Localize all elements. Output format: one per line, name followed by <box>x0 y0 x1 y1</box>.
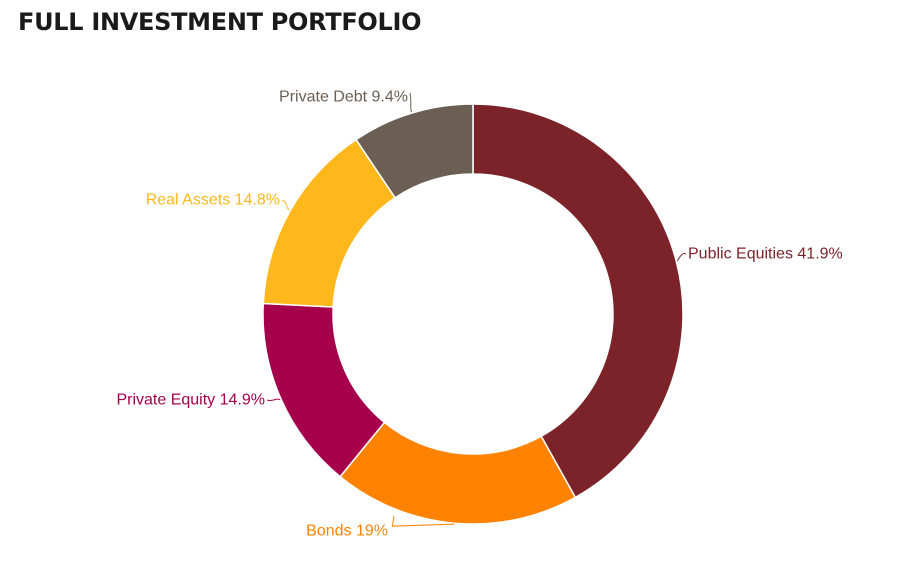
chart-title: FULL INVESTMENT PORTFOLIO <box>18 8 422 36</box>
leader-line-1 <box>676 253 687 262</box>
slice-label-2: Bonds 19% <box>306 523 388 540</box>
slice-label-4: Real Assets 14.8% <box>146 192 280 209</box>
leader-line-5 <box>409 92 413 113</box>
slice-label-1: Public Equities 41.9% <box>688 246 843 263</box>
slice-label-3: Private Equity 14.9% <box>116 392 265 409</box>
labels-group: Public Equities 41.9% Bonds 19% Private Eq… <box>116 89 842 540</box>
slice-5 <box>355 103 474 199</box>
slice-1 <box>472 103 684 499</box>
slices-group <box>262 103 684 525</box>
leader-line-2 <box>391 515 455 527</box>
leader-line-4 <box>281 199 290 211</box>
slice-label-5: Private Debt 9.4% <box>279 89 408 106</box>
leader-line-3 <box>266 398 281 402</box>
leader-lines-group <box>266 92 687 527</box>
slice-2 <box>339 421 577 525</box>
